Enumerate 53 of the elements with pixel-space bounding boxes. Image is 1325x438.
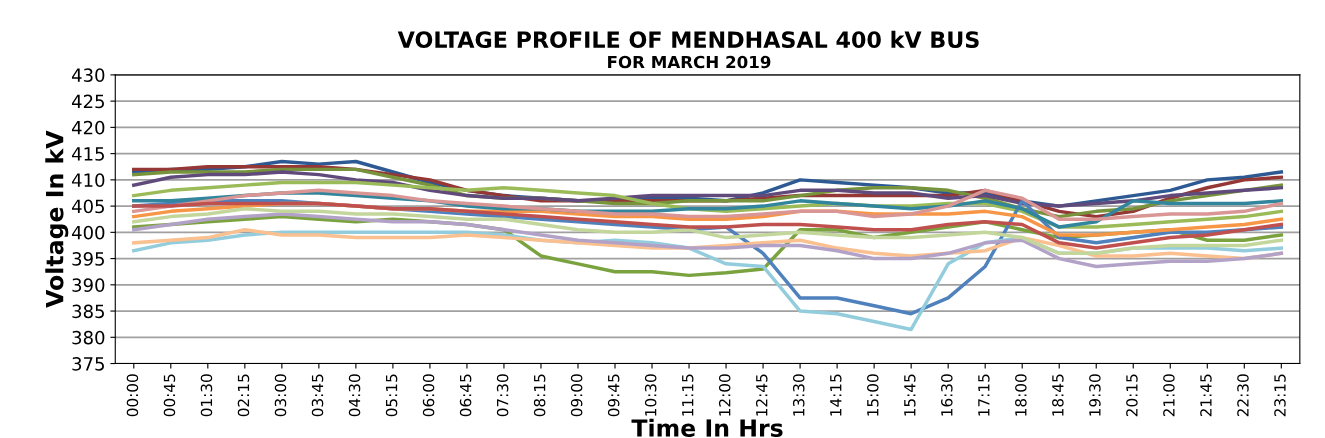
x-tick-label: 08:15 <box>533 374 546 417</box>
x-tick-label: 18:00 <box>1015 374 1027 416</box>
x-tick-label: 19:30 <box>1089 374 1101 416</box>
x-tick-label: 22:30 <box>1237 374 1249 417</box>
x-tick-label: 10:30 <box>644 374 657 416</box>
x-tick-label: 21:45 <box>1200 374 1212 417</box>
chart-subtitle: FOR MARCH 2019 <box>608 55 771 69</box>
y-tick-label: 395 <box>72 252 104 266</box>
line-series <box>132 212 1284 269</box>
x-axis-title: Time In Hrs <box>631 418 783 437</box>
line-series <box>132 188 1284 221</box>
x-tick-label: 03:45 <box>311 374 324 417</box>
x-tick-label: 09:45 <box>607 374 620 417</box>
x-tick-label: 06:00 <box>422 374 435 417</box>
x-tick-label: 20:15 <box>1126 374 1138 417</box>
y-tick-label: 405 <box>71 199 104 214</box>
x-tick-label: 04:30 <box>348 374 361 417</box>
x-tick-label: 06:45 <box>459 374 472 417</box>
line-series <box>132 201 1284 250</box>
x-tick-label: 01:30 <box>200 374 213 417</box>
y-tick-label: 430 <box>71 68 105 83</box>
y-tick-label: 400 <box>71 225 105 240</box>
x-tick-label: 07:30 <box>496 374 509 417</box>
chart-title: VOLTAGE PROFILE OF MENDHASAL 400 kV BUS <box>397 30 979 49</box>
x-tick-label: 11:15 <box>682 374 694 416</box>
y-tick-label: 375 <box>72 357 104 371</box>
x-tick-label: 12:45 <box>755 374 768 416</box>
x-tick-label: 16:30 <box>941 374 953 416</box>
x-tick-label: 15:00 <box>867 374 879 416</box>
x-tick-label: 02:15 <box>237 374 250 417</box>
x-tick-label: 13:30 <box>792 374 805 416</box>
x-tick-label: 14:15 <box>830 374 842 416</box>
y-tick-label: 420 <box>71 120 105 135</box>
y-tick-label: 385 <box>72 304 104 319</box>
y-tick-label: 425 <box>71 94 104 109</box>
x-tick-label: 05:15 <box>385 374 398 417</box>
y-tick-label: 390 <box>72 278 105 292</box>
x-tick-label: 12:00 <box>718 374 731 416</box>
x-tick-label: 23:15 <box>1274 374 1286 417</box>
x-tick-label: 17:15 <box>978 374 990 416</box>
line-series <box>132 170 1284 208</box>
y-axis-title: Voltage In kV <box>45 130 69 308</box>
y-tick-label: 380 <box>72 330 105 345</box>
x-tick-label: 21:00 <box>1163 374 1175 417</box>
x-tick-label: 15:45 <box>904 374 916 416</box>
line-series <box>132 206 1284 256</box>
x-tick-label: 18:45 <box>1052 374 1064 416</box>
x-tick-label: 00:45 <box>163 374 176 417</box>
x-tick-label: 09:00 <box>570 374 583 417</box>
x-tick-label: 00:00 <box>126 374 139 417</box>
y-tick-label: 415 <box>71 147 104 161</box>
y-tick-label: 410 <box>71 173 105 187</box>
x-tick-label: 03:00 <box>274 374 287 417</box>
